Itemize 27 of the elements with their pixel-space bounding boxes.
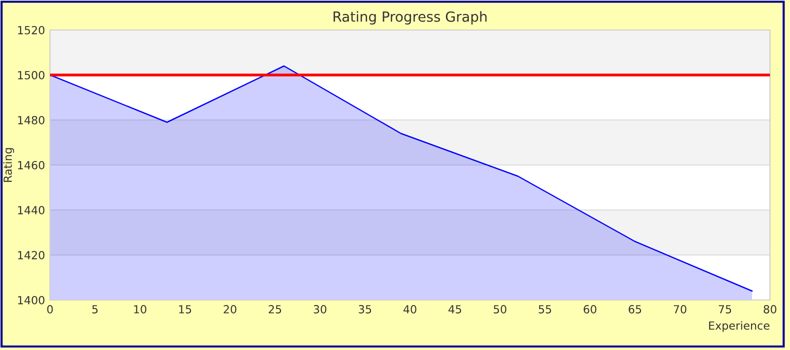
x-tick-label: 50 <box>494 305 506 314</box>
x-tick-label: 70 <box>674 305 686 314</box>
x-tick-label: 15 <box>179 305 192 314</box>
x-tick-label: 10 <box>134 305 146 314</box>
y-tick-label: 1440 <box>18 206 44 214</box>
x-tick-label: 40 <box>403 305 416 314</box>
x-tick-label: 25 <box>268 305 282 314</box>
x-tick-label: 20 <box>224 305 236 314</box>
x-tick-label: 0 <box>47 305 53 314</box>
x-axis-title: Experience <box>709 321 770 332</box>
x-tick-label: 35 <box>358 305 372 314</box>
y-tick-label: 1400 <box>18 296 44 304</box>
y-tick-label: 1480 <box>18 116 44 124</box>
x-tick-label: 65 <box>628 305 642 314</box>
y-tick-label: 1500 <box>18 70 44 80</box>
y-tick-label: 1520 <box>18 26 44 34</box>
y-tick-label: 1460 <box>18 160 44 170</box>
y-axis-title: Rating <box>3 148 14 182</box>
x-tick-label: 55 <box>538 305 552 314</box>
x-tick-label: 30 <box>314 305 326 314</box>
x-tick-label: 75 <box>718 305 732 314</box>
x-tick-label: 60 <box>584 305 596 314</box>
x-tick-label: 45 <box>448 305 462 314</box>
x-tick-label: 5 <box>92 305 98 314</box>
chart-title: Rating Progress Graph <box>334 11 487 25</box>
x-tick-label: 80 <box>764 305 776 314</box>
y-tick-label: 1420 <box>18 250 44 260</box>
